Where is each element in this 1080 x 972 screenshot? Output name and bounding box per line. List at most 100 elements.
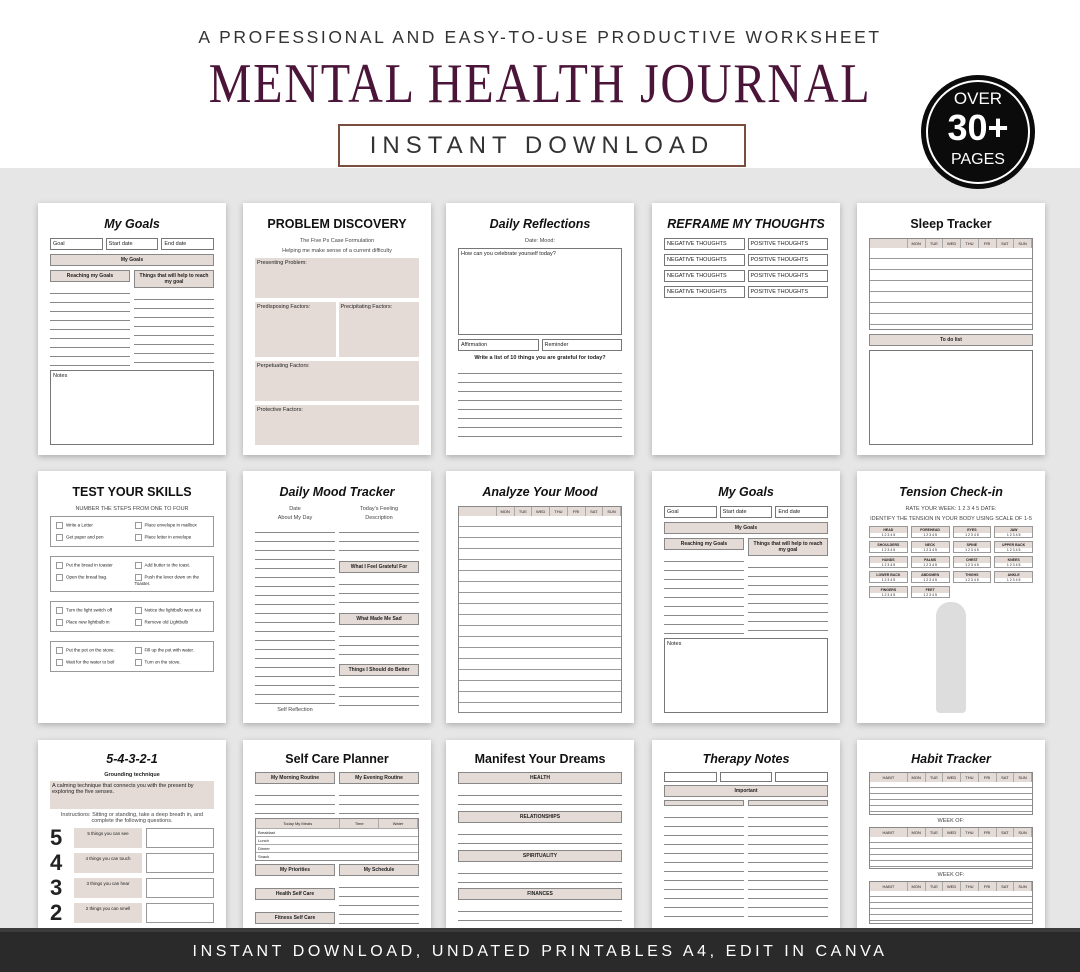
worksheet-page: Daily Reflections Date: Mood: How can you … bbox=[446, 203, 634, 455]
grid-body[interactable] bbox=[870, 782, 1032, 814]
writing-lines[interactable] bbox=[255, 879, 335, 885]
body-part-label: FEET bbox=[911, 587, 949, 593]
scale-numbers: 1 2 3 4 5 bbox=[965, 578, 979, 582]
writing-box[interactable]: Notes bbox=[50, 370, 214, 445]
checklist-item[interactable]: Notice the lightbulb went out bbox=[135, 607, 209, 614]
field-box[interactable] bbox=[775, 772, 829, 782]
writing-lines[interactable] bbox=[458, 864, 622, 886]
field-box[interactable]: NEGATIVE THOUGHTS bbox=[664, 238, 745, 250]
instant-download-button[interactable]: INSTANT DOWNLOAD bbox=[338, 124, 746, 167]
field-box[interactable]: Reminder bbox=[541, 338, 622, 351]
grid-body[interactable] bbox=[870, 891, 1032, 924]
sense-answer-box[interactable] bbox=[146, 878, 214, 898]
checklist-item[interactable]: Push the lever down on the Toaster. bbox=[135, 574, 209, 586]
column: My Morning Routine bbox=[255, 772, 335, 815]
field-box[interactable]: POSITIVE THOUGHTS bbox=[747, 270, 828, 282]
checklist-item[interactable]: Remove old Lightbulb bbox=[135, 619, 209, 626]
grid-column-header: THU bbox=[550, 507, 568, 516]
checklist-item[interactable]: Fill up the pot with water. bbox=[135, 647, 209, 654]
writing-lines[interactable] bbox=[134, 291, 214, 367]
checklist-item[interactable]: Get paper and pen bbox=[56, 534, 130, 541]
checklist-item[interactable]: Turn the light switch off bbox=[56, 607, 130, 614]
grid-body[interactable] bbox=[459, 516, 621, 712]
worksheet-title: TEST YOUR SKILLS bbox=[72, 485, 192, 499]
grid-body[interactable] bbox=[870, 248, 1032, 329]
tension-scale: HEAD 1 2 3 4 5 FOREHEAD 1 2 3 4 5 EYES 1 2 3 … bbox=[869, 526, 1033, 598]
worksheet-title: PROBLEM DISCOVERY bbox=[267, 217, 407, 231]
field-box[interactable]: Goal bbox=[50, 238, 103, 250]
writing-box[interactable] bbox=[869, 349, 1033, 445]
body-part-label: KNEES bbox=[995, 557, 1032, 563]
field-box[interactable] bbox=[664, 772, 717, 782]
sense-row: 4 4 things you can touch bbox=[50, 852, 214, 874]
writing-lines[interactable] bbox=[339, 787, 419, 815]
sense-answer-box[interactable] bbox=[146, 828, 214, 848]
section-header: Important bbox=[664, 785, 828, 797]
checklist-item[interactable]: Place envelope in mailbox bbox=[135, 522, 209, 529]
column bbox=[748, 800, 828, 924]
grid-column-header: FRI bbox=[979, 882, 997, 892]
writing-box[interactable]: Notes bbox=[664, 638, 828, 713]
checklist-item[interactable]: Wait for the water to boil bbox=[56, 659, 130, 666]
grid-row-label: Breakfast bbox=[256, 828, 418, 836]
writing-lines[interactable] bbox=[339, 679, 419, 713]
writing-lines[interactable] bbox=[255, 903, 335, 909]
field-box[interactable]: Start date bbox=[105, 238, 159, 250]
worksheet-page: TEST YOUR SKILLS NUMBER THE STEPS FROM ON… bbox=[38, 471, 226, 723]
worksheet-page: Therapy Notes Important bbox=[652, 740, 840, 928]
writing-lines[interactable] bbox=[664, 809, 744, 924]
body-part-label: THIGHS bbox=[953, 572, 991, 578]
field-box[interactable]: NEGATIVE THOUGHTS bbox=[664, 270, 745, 282]
field-box[interactable]: POSITIVE THOUGHTS bbox=[747, 238, 828, 250]
section-header bbox=[748, 800, 828, 806]
sense-row: 2 2 things you can smell bbox=[50, 902, 214, 924]
grid-column-header: SUN bbox=[1014, 827, 1032, 837]
sense-answer-box[interactable] bbox=[146, 853, 214, 873]
field-box[interactable]: POSITIVE THOUGHTS bbox=[747, 286, 828, 298]
field-box[interactable]: POSITIVE THOUGHTS bbox=[747, 254, 828, 266]
writing-lines[interactable] bbox=[748, 559, 828, 635]
writing-lines[interactable] bbox=[458, 903, 622, 924]
writing-lines[interactable] bbox=[339, 575, 419, 610]
writing-box[interactable]: How can you celebrate yourself today? bbox=[458, 248, 622, 335]
field-box[interactable]: End date bbox=[775, 506, 829, 518]
field-box[interactable]: Start date bbox=[719, 506, 773, 518]
writing-lines[interactable] bbox=[339, 879, 419, 924]
checklist-item[interactable]: Put the pot on the stove. bbox=[56, 647, 130, 654]
checklist-item[interactable]: Place new lightbulb in bbox=[56, 619, 130, 626]
field-row: NEGATIVE THOUGHTS POSITIVE THOUGHTS bbox=[664, 254, 828, 266]
writing-lines[interactable] bbox=[50, 285, 130, 367]
grid-column-header: SAT bbox=[997, 239, 1015, 248]
worksheet-page: Manifest Your Dreams HEALTH RELATIONSHIPS S… bbox=[446, 740, 634, 928]
checklist-item[interactable]: Turn on the stove. bbox=[135, 659, 209, 666]
grid-column-header: HABIT bbox=[870, 773, 908, 782]
field-box[interactable]: Affirmation bbox=[458, 338, 539, 351]
writing-lines[interactable] bbox=[339, 627, 419, 662]
checklist-item[interactable]: Place letter in envelope bbox=[135, 534, 209, 541]
sense-answer-box[interactable] bbox=[146, 903, 214, 923]
grid-body[interactable] bbox=[870, 836, 1032, 869]
tan-row: Predisposing Factors: Precipitating Facto… bbox=[255, 302, 419, 357]
field-box[interactable]: NEGATIVE THOUGHTS bbox=[664, 286, 745, 298]
worksheet-page: Analyze Your Mood MON TUE WED THU FRI SAT SUN bbox=[446, 471, 634, 723]
writing-lines[interactable] bbox=[255, 787, 335, 815]
checklist-item[interactable]: Add butter to the toast. bbox=[135, 562, 209, 569]
writing-lines[interactable] bbox=[458, 364, 622, 445]
grid-column-header: Time bbox=[340, 819, 380, 828]
writing-lines[interactable] bbox=[664, 553, 744, 635]
field-box[interactable] bbox=[719, 772, 773, 782]
checklist-item[interactable]: Open the bread bag. bbox=[56, 574, 130, 586]
writing-lines[interactable] bbox=[458, 787, 622, 808]
tension-cell: KNEES 1 2 3 4 5 bbox=[994, 556, 1033, 568]
field-box[interactable]: Goal bbox=[664, 506, 717, 518]
section-header: HEALTH bbox=[458, 772, 622, 784]
checklist-item[interactable]: Write a Letter bbox=[56, 522, 130, 529]
writing-lines[interactable] bbox=[339, 524, 419, 558]
section-header: Fitness Self Care bbox=[255, 912, 335, 924]
writing-lines[interactable] bbox=[458, 825, 622, 847]
field-box[interactable]: NEGATIVE THOUGHTS bbox=[664, 254, 745, 266]
field-box[interactable]: End date bbox=[161, 238, 215, 250]
checklist-item[interactable]: Put the bread in toaster bbox=[56, 562, 130, 569]
writing-lines[interactable] bbox=[748, 809, 828, 924]
writing-lines[interactable] bbox=[255, 524, 335, 704]
